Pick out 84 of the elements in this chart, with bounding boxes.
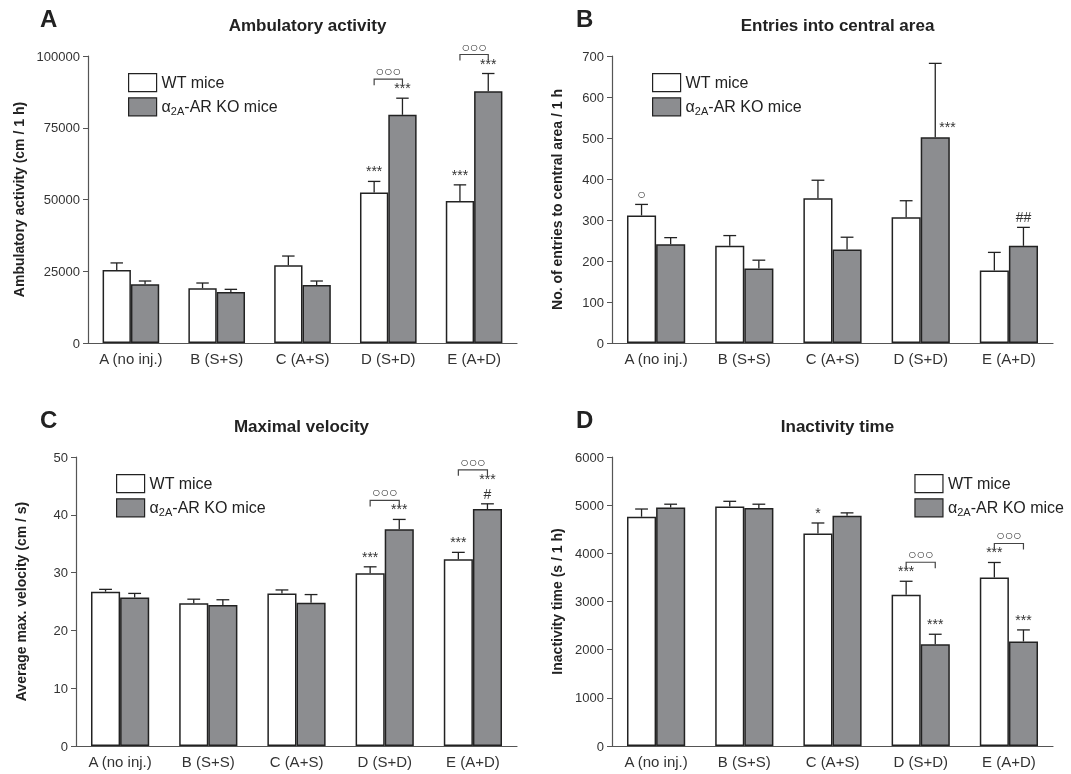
annotation: *** — [479, 470, 497, 487]
chart-title: Maximal velocity — [233, 417, 370, 436]
y-axis-title: Average max. velocity (cm / s) — [13, 501, 29, 702]
y-tick-label: 4000 — [575, 545, 604, 561]
x-tick-label: D (S+D) — [893, 753, 948, 770]
x-tick-label: D (S+D) — [361, 350, 416, 367]
annotation: ○○○ — [996, 527, 1022, 544]
y-tick-label: 100000 — [36, 48, 80, 64]
x-tick-label: D (S+D) — [357, 753, 412, 770]
y-tick-label: 600 — [582, 89, 604, 105]
y-tick-label: 400 — [582, 171, 604, 187]
annotation: ○○○ — [461, 38, 487, 55]
annotation: *** — [450, 534, 468, 551]
y-tick-label: 40 — [53, 507, 68, 523]
legend-label: WT mice — [685, 74, 749, 92]
y-tick-label: 0 — [60, 738, 68, 754]
annotation: *** — [391, 501, 408, 518]
annotation: *** — [986, 544, 1004, 561]
y-tick-label: 20 — [53, 622, 68, 638]
y-tick-label: 1000 — [575, 690, 604, 706]
x-tick-label: B (S+S) — [190, 350, 244, 367]
x-tick-label: C (A+S) — [805, 753, 860, 770]
y-tick-label: 200 — [582, 253, 604, 269]
y-tick-label: 100 — [582, 294, 604, 310]
x-tick-label: C (A+S) — [269, 753, 324, 770]
x-tick-label: E (A+D) — [447, 350, 501, 367]
x-tick-label: A (no inj.) — [99, 350, 163, 367]
y-tick-label: 10 — [53, 680, 68, 696]
text: D — [576, 405, 594, 433]
text: C — [40, 405, 58, 433]
annotation: *** — [451, 166, 469, 183]
legend-label: WT mice — [149, 475, 213, 493]
y-tick-label: 75000 — [43, 120, 80, 136]
x-tick-label: E (A+D) — [982, 753, 1036, 770]
x-tick-label: A (no inj.) — [624, 753, 688, 770]
annotation: *** — [365, 163, 383, 180]
legend-label: WT mice — [947, 475, 1011, 493]
x-tick-label: B (S+S) — [181, 753, 235, 770]
annotation: # — [483, 485, 492, 502]
y-tick-label: 0 — [596, 738, 604, 754]
y-tick-label: 3000 — [575, 594, 604, 609]
x-tick-label: E (A+D) — [982, 350, 1036, 367]
annotation: *** — [897, 563, 915, 580]
y-tick-label: 300 — [582, 212, 604, 228]
annotation: *** — [480, 55, 497, 72]
y-tick-label: 30 — [53, 565, 68, 581]
annotation: *** — [939, 119, 957, 136]
x-tick-label: A (no inj.) — [624, 350, 688, 367]
annotation: ○○○ — [460, 453, 486, 470]
chart-title: Inactivity time — [780, 417, 895, 436]
annotation: *** — [361, 548, 379, 565]
y-axis-title: No. of entries to central area / 1 h — [549, 89, 565, 310]
annotation: * — [815, 504, 822, 521]
y-tick-label: 6000 — [575, 449, 604, 465]
legend-label: WT mice — [161, 74, 225, 92]
x-tick-label: C (A+S) — [275, 350, 330, 367]
annotation: ○○○ — [908, 546, 934, 563]
y-tick-label: 0 — [596, 335, 604, 351]
y-tick-label: 50000 — [43, 192, 80, 207]
x-tick-label: D (S+D) — [893, 350, 948, 367]
chart-title: Ambulatory activity — [228, 16, 387, 35]
y-tick-label: 700 — [582, 48, 604, 64]
text: A — [40, 4, 58, 32]
y-tick-label: 0 — [72, 335, 80, 351]
annotation: ○ — [637, 186, 646, 203]
x-tick-label: E (A+D) — [446, 753, 500, 770]
y-tick-label: 2000 — [575, 642, 604, 658]
annotation: ## — [1015, 209, 1032, 226]
annotation: *** — [1015, 611, 1033, 628]
y-tick-label: 50 — [53, 449, 68, 465]
x-tick-label: B (S+S) — [717, 753, 771, 770]
annotation: ○○○ — [375, 63, 401, 80]
y-axis-title: Ambulatory activity (cm / 1 h) — [10, 101, 27, 298]
chart-title: Entries into central area — [740, 16, 935, 35]
annotation: *** — [927, 616, 944, 633]
y-tick-label: 25000 — [43, 263, 80, 279]
annotation: ○○○ — [372, 484, 398, 501]
y-axis-title: Inactivity time (s / 1 h) — [549, 528, 565, 675]
y-tick-label: 5000 — [575, 497, 604, 513]
x-tick-label: A (no inj.) — [88, 753, 152, 770]
y-tick-label: 500 — [582, 130, 604, 146]
x-tick-label: C (A+S) — [805, 350, 860, 367]
x-tick-label: B (S+S) — [717, 350, 771, 367]
text: B — [576, 4, 594, 32]
